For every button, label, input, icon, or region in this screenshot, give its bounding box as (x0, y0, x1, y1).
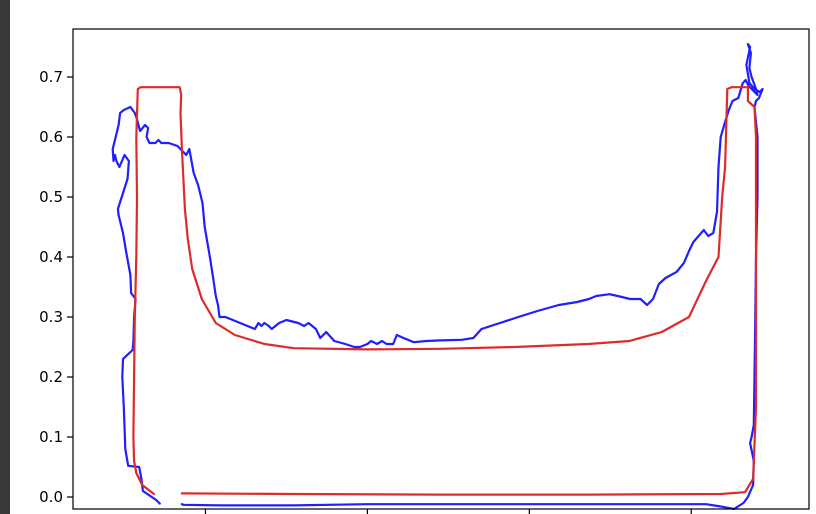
y-tick-label: 0.2 (39, 368, 63, 386)
left-dark-strip (0, 0, 10, 514)
series-line-2 (132, 86, 758, 496)
y-tick-label: 0.5 (39, 188, 63, 206)
y-tick-label: 0.1 (39, 428, 63, 446)
y-tick-label: 0.7 (39, 68, 63, 86)
y-tick-label: 0.4 (39, 248, 63, 266)
plot-area-background (73, 29, 809, 509)
series-layer (111, 42, 764, 511)
y-axis: 0.0 0.1 0.2 0.3 0.4 0.5 0.6 0.7 (39, 68, 73, 506)
series-line-1 (111, 42, 764, 511)
y-tick-label: 0.3 (39, 308, 63, 326)
plot-frame (72, 28, 810, 510)
x-axis (204, 509, 692, 514)
y-tick-label: 0.6 (39, 128, 63, 146)
y-tick-label: 0.0 (39, 488, 63, 506)
